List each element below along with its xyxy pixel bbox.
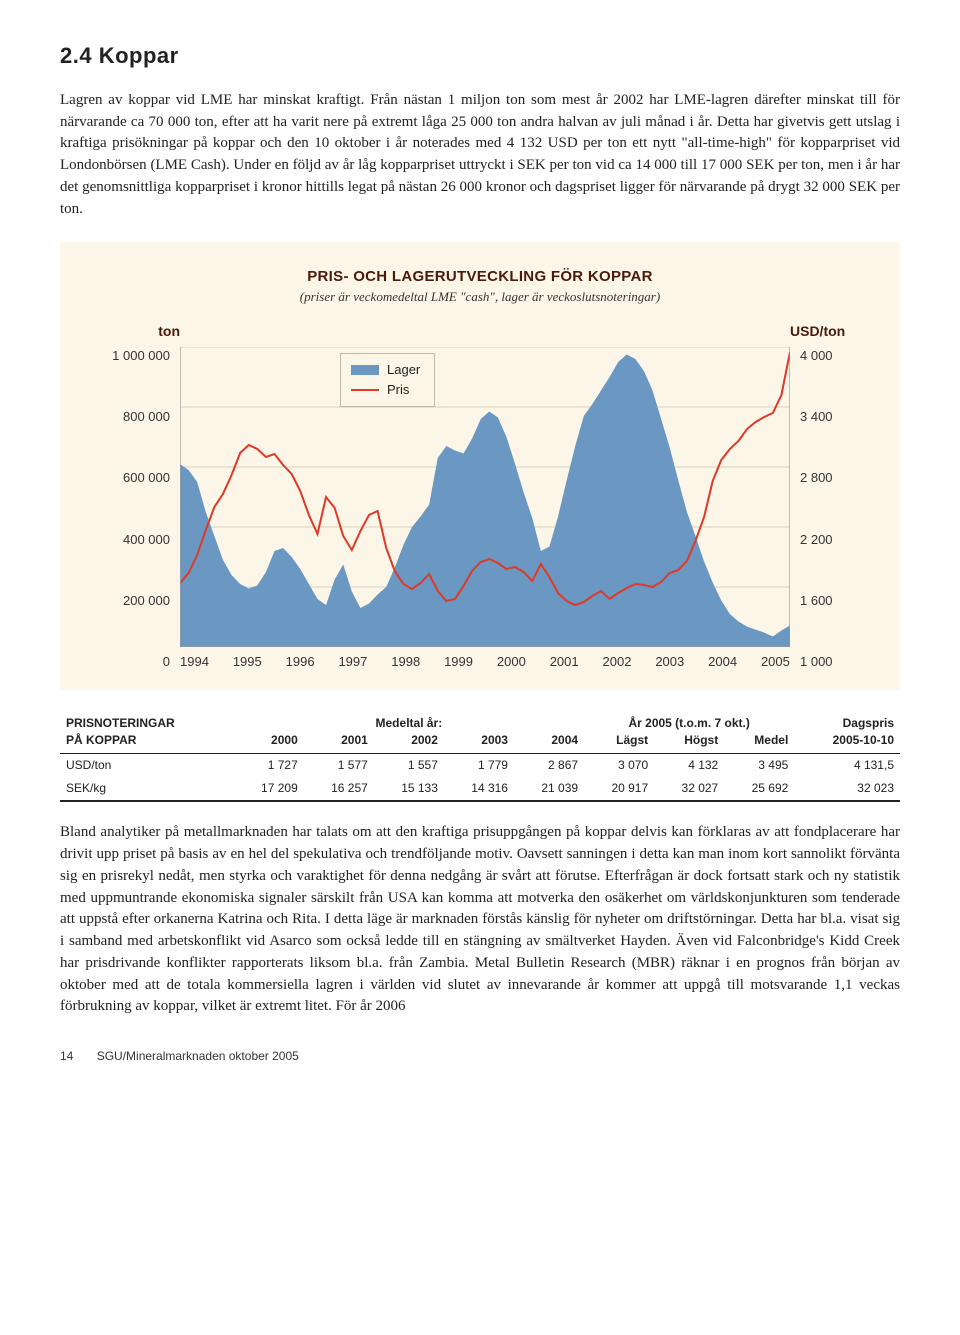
y-tick-left: 0 xyxy=(90,653,170,672)
table-cell: 3 495 xyxy=(724,753,794,777)
table-cell: 16 257 xyxy=(304,777,374,801)
y-tick-right: 4 000 xyxy=(800,347,870,366)
table-col-header: 2003 xyxy=(444,732,514,753)
y-axis-left-unit: ton xyxy=(90,321,180,347)
x-tick: 1994 xyxy=(180,653,209,672)
table-cell: 4 131,5 xyxy=(794,753,900,777)
table-cell: 21 039 xyxy=(514,777,584,801)
table-header-left2: PÅ KOPPAR xyxy=(60,732,234,753)
x-tick: 1995 xyxy=(233,653,262,672)
x-tick: 2002 xyxy=(603,653,632,672)
x-tick: 2005 xyxy=(761,653,790,672)
table-cell: 32 023 xyxy=(794,777,900,801)
y-tick-left: 1 000 000 xyxy=(90,347,170,366)
table-row: SEK/kg17 20916 25715 13314 31621 03920 9… xyxy=(60,777,900,801)
paragraph-analysis: Bland analytiker på metallmarknaden har … xyxy=(60,822,900,1018)
table-col-header: Lägst xyxy=(584,732,654,753)
x-axis-labels: 1994 1995 1996 1997 1998 1999 2000 2001 2002 2003… xyxy=(180,647,790,672)
table-cell: 4 132 xyxy=(654,753,724,777)
legend-pris-swatch xyxy=(351,389,379,391)
section-heading: 2.4 Koppar xyxy=(60,40,900,72)
page-number: 14 xyxy=(60,1048,73,1065)
table-col-header: 2000 xyxy=(234,732,304,753)
y-tick-left: 200 000 xyxy=(90,592,170,611)
chart-area: ton 1 000 000 800 000 600 000 400 000 200 00… xyxy=(90,321,870,672)
table-cell: 2 867 xyxy=(514,753,584,777)
legend-pris: Pris xyxy=(351,380,420,400)
x-tick: 1999 xyxy=(444,653,473,672)
x-tick: 2003 xyxy=(655,653,684,672)
table-row-label: SEK/kg xyxy=(60,777,234,801)
table-header-dag: Dagspris xyxy=(794,712,900,732)
table-header-left1: PRISNOTERINGAR xyxy=(60,712,234,732)
page-footer: 14 SGU/Mineralmarknaden oktober 2005 xyxy=(60,1048,900,1065)
table-cell: 1 577 xyxy=(304,753,374,777)
table-cell: 20 917 xyxy=(584,777,654,801)
table-header-right: År 2005 (t.o.m. 7 okt.) xyxy=(584,712,794,732)
x-tick: 1996 xyxy=(286,653,315,672)
y-tick-right: 2 200 xyxy=(800,531,870,550)
y-tick-right: 1 600 xyxy=(800,592,870,611)
x-tick: 2000 xyxy=(497,653,526,672)
y-tick-left: 800 000 xyxy=(90,408,170,427)
x-tick: 2004 xyxy=(708,653,737,672)
y-tick-right: 2 800 xyxy=(800,469,870,488)
table-col-header: 2005-10-10 xyxy=(794,732,900,753)
table-cell: 1 727 xyxy=(234,753,304,777)
table-cell: 1 557 xyxy=(374,753,444,777)
table-header-mid: Medeltal år: xyxy=(234,712,584,732)
table-row-label: USD/ton xyxy=(60,753,234,777)
y-tick-right: 3 400 xyxy=(800,408,870,427)
table-cell: 14 316 xyxy=(444,777,514,801)
chart-subtitle: (priser är veckomedeltal LME "cash", lag… xyxy=(90,288,870,307)
y-axis-right: USD/ton 4 000 3 400 2 800 2 200 1 600 1 000 xyxy=(790,321,870,672)
table-cell: 32 027 xyxy=(654,777,724,801)
x-tick: 2001 xyxy=(550,653,579,672)
legend-lager-swatch xyxy=(351,365,379,375)
table-cell: 1 779 xyxy=(444,753,514,777)
table-cell: 3 070 xyxy=(584,753,654,777)
x-tick: 1998 xyxy=(391,653,420,672)
table-col-header: 2004 xyxy=(514,732,584,753)
y-tick-right: 1 000 xyxy=(800,653,870,672)
table-col-header: 2001 xyxy=(304,732,374,753)
table-cell: 25 692 xyxy=(724,777,794,801)
chart-container: PRIS- OCH LAGERUTVECKLING FÖR KOPPAR (pr… xyxy=(60,242,900,689)
table-row: USD/ton1 7271 5771 5571 7792 8673 0704 1… xyxy=(60,753,900,777)
chart-title: PRIS- OCH LAGERUTVECKLING FÖR KOPPAR xyxy=(90,266,870,288)
chart-plot xyxy=(180,347,790,647)
legend-lager-label: Lager xyxy=(387,361,420,380)
paragraph-intro: Lagren av koppar vid LME har minskat kra… xyxy=(60,90,900,221)
legend-lager: Lager xyxy=(351,360,420,380)
y-axis-right-unit: USD/ton xyxy=(790,321,870,347)
y-axis-left: ton 1 000 000 800 000 600 000 400 000 200 00… xyxy=(90,321,180,672)
table-col-header: 2002 xyxy=(374,732,444,753)
table-cell: 17 209 xyxy=(234,777,304,801)
y-tick-left: 400 000 xyxy=(90,531,170,550)
footer-source: SGU/Mineralmarknaden oktober 2005 xyxy=(97,1049,299,1063)
y-tick-left: 600 000 xyxy=(90,469,170,488)
chart-legend: Lager Pris xyxy=(340,353,435,407)
x-tick: 1997 xyxy=(338,653,367,672)
table-col-header: Medel xyxy=(724,732,794,753)
table-col-header: Högst xyxy=(654,732,724,753)
price-table: PRISNOTERINGAR Medeltal år: År 2005 (t.o… xyxy=(60,712,900,803)
table-cell: 15 133 xyxy=(374,777,444,801)
legend-pris-label: Pris xyxy=(387,381,409,400)
